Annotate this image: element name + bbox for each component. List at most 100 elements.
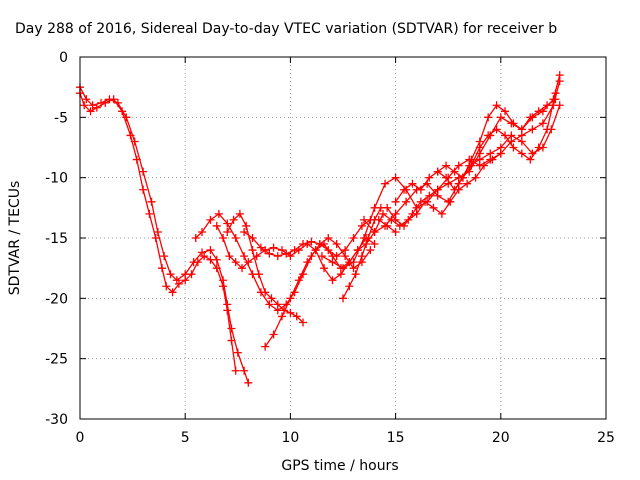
y-axis-label: SDTVAR / TECUs (7, 181, 23, 296)
data-point (294, 276, 303, 285)
data-point (254, 270, 263, 279)
y-tick-label: -30 (45, 412, 68, 428)
data-point (391, 227, 400, 236)
data-point (416, 197, 425, 206)
data-point (160, 252, 169, 261)
y-tick-label: -5 (54, 110, 68, 126)
y-tick-label: 0 (59, 50, 68, 66)
x-axis-label: GPS time / hours (281, 458, 398, 474)
data-point (231, 258, 240, 267)
series-trace (394, 92, 557, 203)
data-point (223, 227, 232, 236)
y-tick-label: -20 (45, 291, 68, 307)
data-point (105, 95, 114, 104)
data-point (378, 209, 387, 218)
data-point (214, 209, 223, 218)
data-point (286, 294, 295, 303)
data-point (458, 173, 467, 182)
data-point (345, 282, 354, 291)
data-point (113, 98, 122, 107)
data-point (147, 197, 156, 206)
data-point (442, 173, 451, 182)
data-point (299, 240, 308, 249)
data-point (501, 107, 510, 116)
x-tick-label: 5 (181, 430, 190, 446)
data-point (139, 167, 148, 176)
data-point (286, 308, 295, 317)
x-tick-label: 25 (597, 430, 615, 446)
data-point (191, 234, 200, 242)
data-point (383, 203, 392, 212)
data-point (370, 215, 379, 224)
data-point (501, 131, 510, 140)
data-point (86, 107, 95, 116)
data-point (231, 234, 240, 242)
data-point (223, 300, 232, 309)
data-point (97, 98, 106, 107)
data-point (370, 227, 379, 236)
data-point (219, 234, 228, 242)
data-point (267, 294, 276, 303)
data-point (400, 221, 409, 230)
data-point (256, 243, 265, 252)
data-point (357, 221, 366, 230)
series-trace (195, 213, 372, 312)
data-point (265, 300, 274, 309)
x-tick-label: 0 (76, 430, 85, 446)
data-point (139, 185, 148, 194)
data-point (244, 258, 253, 267)
data-point (212, 255, 221, 264)
data-point (328, 258, 337, 267)
data-point (198, 227, 207, 236)
data-point (463, 179, 472, 188)
y-tick-label: -10 (45, 171, 68, 187)
data-point (517, 137, 526, 146)
data-point (400, 185, 409, 194)
data-point (240, 366, 249, 375)
data-point (328, 276, 337, 285)
data-point (528, 125, 537, 134)
data-point (433, 167, 442, 176)
data-point (299, 318, 308, 327)
data-point (437, 209, 446, 218)
data-point (425, 173, 434, 182)
data-point (189, 258, 198, 267)
data-point (425, 191, 434, 200)
data-point (543, 125, 552, 134)
x-tick-label: 10 (281, 430, 299, 446)
data-point (408, 179, 417, 188)
data-point (307, 237, 316, 246)
data-point (370, 240, 379, 249)
data-point (303, 258, 312, 267)
data-point (543, 101, 552, 110)
series-10 (360, 101, 564, 236)
data-point (273, 252, 282, 261)
data-point (555, 71, 564, 80)
data-point (471, 173, 480, 182)
data-point (416, 185, 425, 194)
data-point (261, 342, 270, 351)
data-point (166, 270, 175, 279)
data-point (286, 252, 295, 261)
series-trace (437, 98, 557, 191)
data-point (181, 270, 190, 279)
y-tick-label: -15 (45, 231, 68, 247)
data-point (277, 246, 286, 255)
data-point (240, 227, 249, 236)
data-point (442, 161, 451, 170)
data-point (238, 264, 247, 273)
data-point (206, 215, 215, 224)
data-point (223, 219, 232, 228)
data-point (320, 264, 329, 273)
data-point (273, 300, 282, 309)
data-point (277, 312, 286, 321)
data-point (244, 378, 253, 387)
data-point (317, 252, 326, 261)
data-point (517, 125, 526, 134)
data-point (381, 179, 390, 188)
series-trace (342, 74, 561, 299)
data-point (364, 234, 373, 242)
data-point (324, 234, 333, 242)
data-point (231, 366, 240, 375)
